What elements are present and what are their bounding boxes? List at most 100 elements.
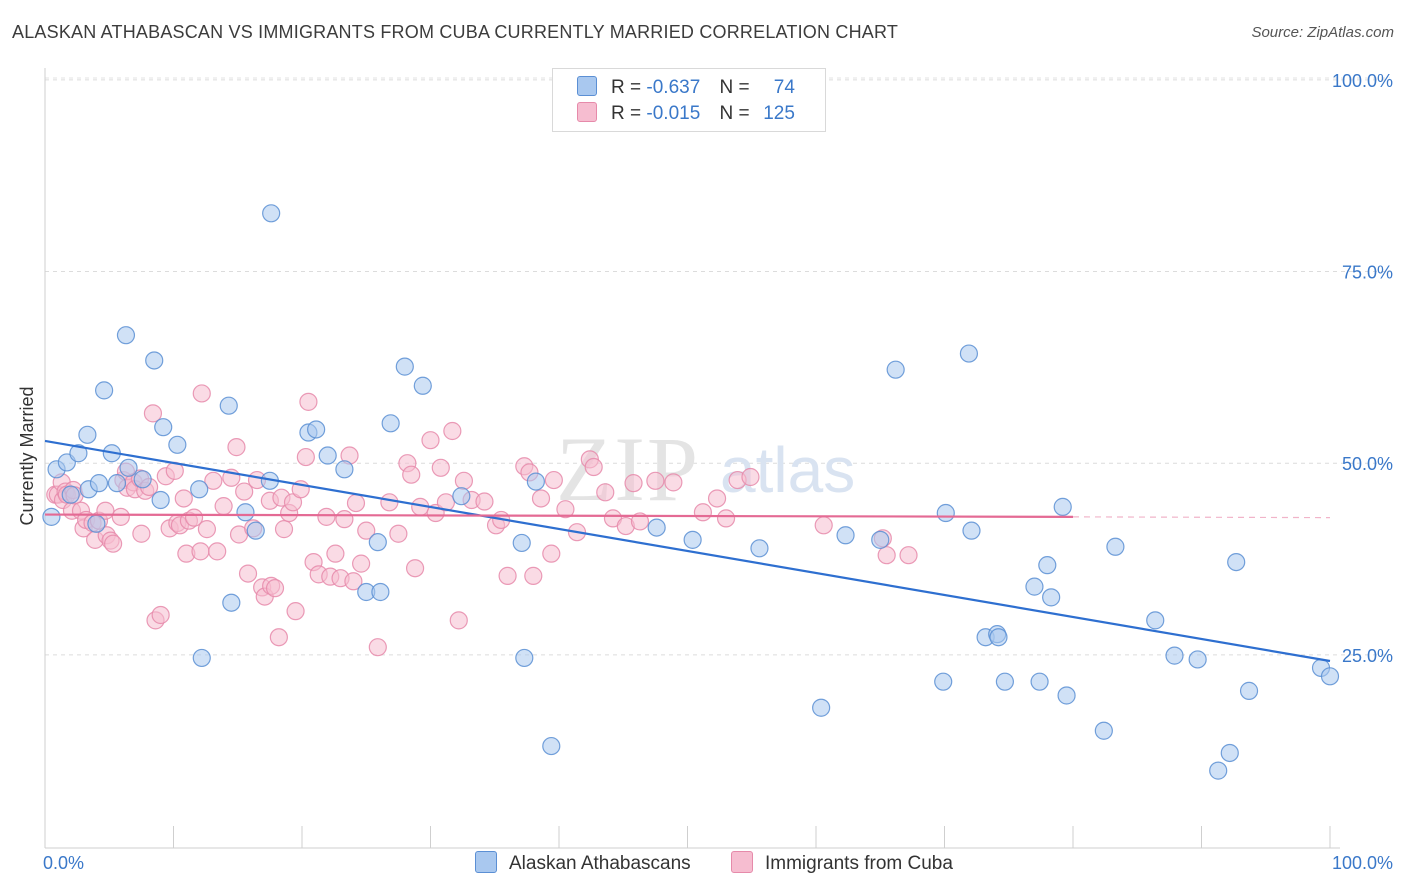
legend-row-athabascans: R = -0.637 N = 74 xyxy=(577,76,795,100)
athabascan-point xyxy=(1239,681,1259,700)
cuba-point xyxy=(814,516,833,535)
cuba-point xyxy=(346,493,366,513)
athabascan-point xyxy=(262,204,281,223)
blue-swatch xyxy=(577,76,597,96)
cuba-point xyxy=(877,546,896,565)
cuba-point xyxy=(405,559,425,578)
cuba-point xyxy=(584,457,603,477)
cuba-point xyxy=(475,492,494,511)
athabascan-point xyxy=(413,376,432,395)
cuba-point xyxy=(402,465,421,484)
cuba-point xyxy=(449,611,468,630)
athabascan-point xyxy=(151,490,170,510)
cuba-point xyxy=(104,534,123,553)
athabascan-point xyxy=(371,582,390,602)
athabascan-point xyxy=(1165,646,1184,665)
cuba-point xyxy=(899,546,918,565)
cuba-point xyxy=(335,510,354,529)
legend-n-label: N = xyxy=(719,77,750,98)
cuba-point xyxy=(630,512,650,531)
athabascan-point xyxy=(368,533,387,552)
cuba-point xyxy=(352,554,371,573)
legend-n-label: N = xyxy=(719,103,750,124)
cuba-point xyxy=(235,482,254,501)
cuba-point xyxy=(624,474,643,493)
athabascan-point xyxy=(1025,577,1044,596)
cuba-point xyxy=(274,520,294,539)
athabascan-point xyxy=(871,530,890,549)
cuba-point xyxy=(544,470,563,490)
legend-n-value: 74 xyxy=(773,77,795,98)
athabascan-point xyxy=(1106,537,1125,556)
cuba-point xyxy=(741,467,760,487)
watermark: ZIP atlas xyxy=(556,418,855,520)
athabascan-point xyxy=(542,736,561,756)
bottom-legend-cuba: Immigrants from Cuba xyxy=(731,851,953,875)
athabascan-point xyxy=(1146,611,1165,630)
athabascan-point xyxy=(750,539,769,558)
cuba-point xyxy=(531,489,551,508)
athabascan-point xyxy=(318,446,337,465)
athabascan-point xyxy=(515,648,534,668)
cuba-point xyxy=(431,458,450,477)
athabascan-point xyxy=(512,533,531,553)
athabascan-point xyxy=(219,396,238,415)
cuba-point xyxy=(357,521,376,540)
x-tick-label-min: 0.0% xyxy=(43,853,84,873)
cuba-point xyxy=(111,507,130,526)
legend-r-value: -0.637 xyxy=(646,77,701,98)
athabascan-point xyxy=(87,514,106,533)
y-tick-label: 25.0% xyxy=(1342,646,1393,666)
athabascan-point xyxy=(119,458,138,477)
y-tick-label: 100.0% xyxy=(1332,71,1393,91)
cuba-point xyxy=(191,542,210,561)
athabascan-point xyxy=(190,480,209,499)
cuba-point xyxy=(192,384,211,403)
cuba-point xyxy=(299,392,318,411)
athabascan-point xyxy=(934,672,953,691)
cuba-point xyxy=(265,579,285,598)
watermark-zip: ZIP xyxy=(556,418,700,520)
athabascan-point xyxy=(133,470,152,489)
cuba-point xyxy=(214,497,233,516)
cuba-point xyxy=(707,489,727,508)
athabascan-point xyxy=(1320,667,1340,686)
athabascan-point xyxy=(452,487,471,506)
cuba-point xyxy=(596,483,615,502)
y-axis-label: Currently Married xyxy=(17,386,37,525)
athabascan-point xyxy=(836,526,855,545)
immigrants-from-cuba-points xyxy=(46,384,918,657)
cuba-point xyxy=(174,489,193,508)
athabascan-point xyxy=(395,357,414,376)
athabascan-point xyxy=(526,472,545,491)
athabascan-point xyxy=(222,593,241,612)
legend-r-label: R = xyxy=(611,77,642,98)
cuba-point xyxy=(646,471,665,490)
cuba-point xyxy=(132,524,151,543)
athabascan-point xyxy=(683,530,702,549)
cuba-trend-extension xyxy=(1072,516,1331,519)
athabascan-point xyxy=(89,474,109,493)
athabascan-point xyxy=(116,326,136,345)
athabascan-point xyxy=(335,460,354,479)
source-label: Source: ZipAtlas.com xyxy=(1251,24,1394,41)
cuba-point xyxy=(208,542,227,561)
tick-labels: 25.0% 50.0% 75.0% 100.0% 0.0% 100.0% xyxy=(43,71,1393,873)
cuba-point xyxy=(436,493,456,512)
cuba-point xyxy=(542,544,561,563)
cuba-point xyxy=(184,508,204,527)
athabascan-point xyxy=(145,351,164,370)
alaskan-athabascans-points xyxy=(42,204,1340,780)
y-tick-label: 75.0% xyxy=(1342,263,1393,283)
pink-swatch xyxy=(577,102,597,122)
athabascan-point xyxy=(192,648,211,668)
cuba-point xyxy=(368,638,387,657)
athabascan-point xyxy=(381,414,400,433)
axes xyxy=(44,68,1340,849)
cuba-point xyxy=(296,447,315,467)
athabascan-point xyxy=(1094,721,1113,740)
athabascan-point xyxy=(959,344,979,363)
athabascan-point xyxy=(886,360,905,379)
athabascan-point xyxy=(168,435,187,454)
